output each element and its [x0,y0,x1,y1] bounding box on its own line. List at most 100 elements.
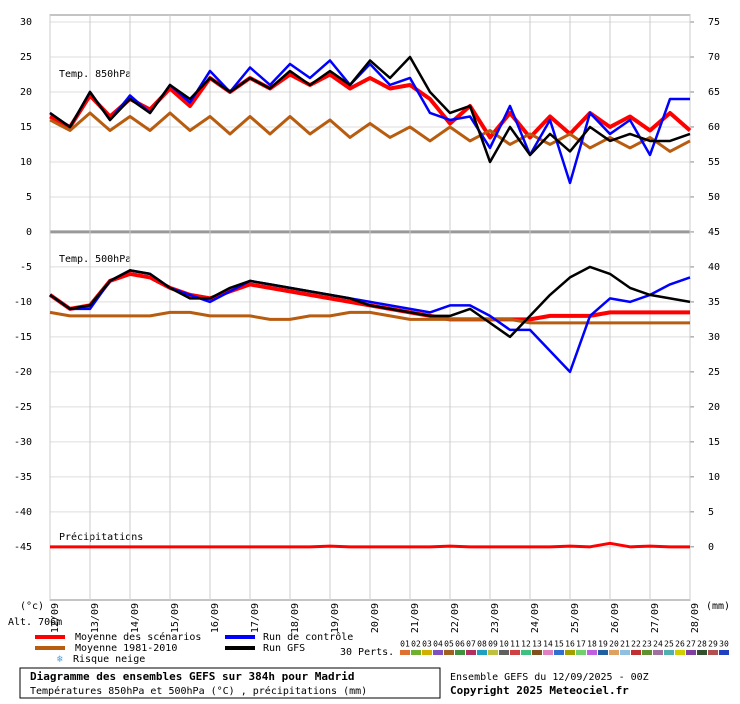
pert-label: 11 [510,640,520,649]
x-tick-label: 26/09 [610,603,621,633]
pert-swatch [488,650,498,655]
pert-label: 29 [708,640,718,649]
y2-tick-label: 60 [708,122,720,133]
y2-tick-label: 55 [708,157,720,168]
y-tick-label: 10 [20,157,32,168]
pert-swatch [455,650,465,655]
pert-label: 08 [477,640,487,649]
pert-swatch [719,650,729,655]
x-tick-label: 23/09 [490,603,501,633]
pert-swatch [653,650,663,655]
y-tick-label: -35 [14,472,32,483]
pert-label: 30 [719,640,729,649]
y-tick-label: 20 [20,87,32,98]
pert-label: 02 [411,640,421,649]
panel-label: Temp. 500hPa [59,254,131,265]
pert-swatch [631,650,641,655]
series-line [49,265,691,339]
y2-label: (mm) [706,601,730,612]
panel-label: Précipitations [59,531,143,543]
snow-label: Risque neige [73,654,145,665]
pert-label: 15 [554,640,564,649]
y2-tick-label: 75 [708,17,720,28]
pert-swatch [499,650,509,655]
x-tick-label: 15/09 [170,603,181,633]
y2-tick-label: 25 [708,367,720,378]
y-tick-label: 30 [20,17,32,28]
y-tick-label: 25 [20,52,32,63]
pert-swatch [642,650,652,655]
pert-label: 17 [576,640,586,649]
pert-label: 16 [565,640,575,649]
legend-label: Moyenne des scénarios [75,631,201,643]
pert-swatch [565,650,575,655]
pert-label: 23 [642,640,652,649]
pert-label: 25 [664,640,674,649]
panel-label: Temp. 850hPa [59,69,131,80]
y-label: (°c) [20,601,44,612]
x-tick-label: 17/09 [250,603,261,633]
pert-label: 13 [532,640,542,649]
y-tick-label: -45 [14,542,32,553]
x-tick-label: 21/09 [410,603,421,633]
y2-tick-label: 70 [708,52,720,63]
x-tick-label: 28/09 [690,603,701,633]
pert-label: 09 [488,640,498,649]
y-tick-label: -15 [14,332,32,343]
y-tick-label: -20 [14,367,32,378]
perts-label: 30 Perts. [340,647,394,658]
pert-swatch [400,650,410,655]
pert-swatch [598,650,608,655]
y-tick-label: -30 [14,437,32,448]
y2-tick-label: 20 [708,402,720,413]
pert-swatch [433,650,443,655]
y-tick-label: -10 [14,297,32,308]
pert-label: 04 [433,640,443,649]
pert-label: 20 [609,640,619,649]
y-tick-label: -5 [20,262,32,273]
x-tick-label: 25/09 [570,603,581,633]
y2-tick-label: 10 [708,472,720,483]
x-tick-label: 16/09 [210,603,221,633]
pert-label: 18 [587,640,597,649]
legend-label: Moyenne 1981-2010 [75,643,177,654]
pert-label: 06 [455,640,465,649]
y2-tick-label: 45 [708,227,720,238]
y2-tick-label: 40 [708,262,720,273]
y2-tick-label: 0 [708,542,714,553]
x-tick-label: 27/09 [650,603,661,633]
pert-swatch [532,650,542,655]
pert-label: 12 [521,640,531,649]
pert-swatch [686,650,696,655]
pert-label: 14 [543,640,553,649]
pert-label: 27 [686,640,696,649]
pert-swatch [576,650,586,655]
y2-tick-label: 5 [708,507,714,518]
pert-swatch [587,650,597,655]
series-line [49,55,691,164]
pert-label: 19 [598,640,608,649]
legend-label: Run GFS [263,643,305,654]
footer-box [19,667,441,699]
run-info: Ensemble GEFS du 12/09/2025 - 00Z [450,672,649,683]
copyright: Copyright 2025 Meteociel.fr [450,684,629,697]
pert-label: 10 [499,640,509,649]
pert-swatch [620,650,630,655]
y-tick-label: 15 [20,122,32,133]
pert-label: 21 [620,640,630,649]
pert-label: 03 [422,640,432,649]
y2-tick-label: 35 [708,297,720,308]
x-tick-label: 20/09 [370,603,381,633]
y2-tick-label: 15 [708,437,720,448]
pert-label: 22 [631,640,641,649]
pert-swatch [444,650,454,655]
x-tick-label: 18/09 [290,603,301,633]
series-line [49,111,691,153]
y-tick-label: -25 [14,402,32,413]
pert-label: 01 [400,640,410,649]
pert-swatch [664,650,674,655]
title: Diagramme des ensembles GEFS sur 384h po… [30,670,355,683]
pert-swatch [554,650,564,655]
y-tick-label: 5 [26,192,32,203]
